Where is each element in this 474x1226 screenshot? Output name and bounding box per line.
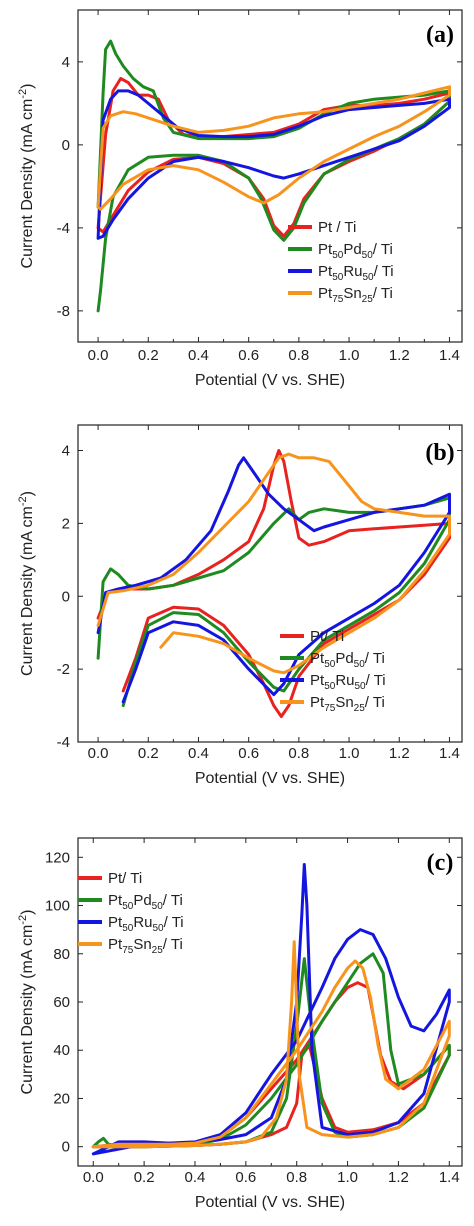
legend-label: Pt50Ru50/ Ti (318, 263, 394, 283)
series-line-4 (96, 452, 451, 675)
x-tick-label: 1.4 (439, 347, 460, 364)
x-tick-label: 0.6 (235, 1169, 256, 1186)
series-line-4 (96, 85, 451, 211)
chart-panel-2: 0.0 0.2 0.4 0.6 0.8 1.0 1.2 1.4 -4 -2 0 2 4 Potential… (17, 424, 463, 787)
y-tick-label: -4 (57, 734, 70, 751)
legend-label: Pt50Ru50/ Ti (310, 672, 386, 692)
legend-label: Pt50Pd50/ Ti (108, 892, 183, 912)
y-tick-label: 4 (62, 54, 70, 71)
y-tick-label: 20 (53, 1090, 70, 1107)
x-tick-label: 0.0 (88, 347, 109, 364)
x-axis-title: Potential (V vs. SHE) (195, 1194, 345, 1211)
y-tick-label: 0 (62, 137, 70, 154)
chart-panel-3: 0.0 0.2 0.4 0.6 0.8 1.0 1.2 1.4 0 20 40 60 80 100 120 P… (17, 837, 463, 1211)
legend-label: Pt50Pd50/ Ti (310, 650, 385, 670)
y-tick-label: -8 (57, 303, 70, 320)
x-tick-label: 1.4 (439, 1169, 460, 1186)
x-tick-label: 1.0 (339, 745, 360, 762)
x-tick-label: 0.0 (83, 1169, 104, 1186)
legend-label: Pt/ Ti (108, 870, 142, 887)
y-tick-label: 0 (62, 588, 70, 605)
x-tick-label: 0.2 (134, 1169, 155, 1186)
y-axis-title: Current Density (mA cm-2) (17, 84, 36, 269)
x-tick-label: 0.6 (238, 745, 259, 762)
x-tick-label: 0.4 (188, 347, 209, 364)
y-tick-label: 40 (53, 1042, 70, 1059)
legend-label: Pt75Sn25/ Ti (108, 936, 183, 956)
x-tick-label: 1.2 (388, 1169, 409, 1186)
y-tick-label: -4 (57, 220, 70, 237)
plot-frame (77, 9, 463, 343)
y-axis-title: Current Density (mA cm-2) (17, 910, 36, 1095)
legend-label: Pt50Ru50/ Ti (108, 914, 184, 934)
y-tick-label: -2 (57, 661, 70, 678)
chart-panel-1: 0.0 0.2 0.4 0.6 0.8 1.0 1.2 1.4 -8 -4 0 4 Potential … (17, 9, 463, 389)
series-line-3 (96, 456, 451, 704)
legend-label: Pt50Pd50/ Ti (318, 241, 393, 261)
panel-label: (a) (426, 22, 454, 48)
y-axis-title: Current Density (mA cm-2) (17, 491, 36, 676)
x-tick-label: 1.4 (439, 745, 460, 762)
plot-frame (77, 424, 463, 743)
panel-label: (b) (425, 440, 454, 466)
x-axis-title: Potential (V vs. SHE) (195, 770, 345, 787)
y-tick-label: 0 (62, 1139, 70, 1156)
x-tick-label: 0.2 (138, 347, 159, 364)
panel-label: (c) (427, 850, 454, 876)
legend-label: Pt / Ti (318, 219, 356, 236)
y-tick-label: 60 (53, 994, 70, 1011)
series-line-4 (91, 940, 451, 1149)
x-tick-label: 0.0 (88, 745, 109, 762)
x-tick-label: 0.2 (138, 745, 159, 762)
legend-label: Pt75Sn25/ Ti (318, 285, 393, 305)
series-line-3 (96, 89, 451, 240)
x-tick-label: 0.4 (188, 745, 209, 762)
x-tick-label: 1.0 (339, 347, 360, 364)
x-axis-title: Potential (V vs. SHE) (195, 372, 345, 389)
x-tick-label: 1.2 (389, 347, 410, 364)
x-tick-label: 0.8 (288, 745, 309, 762)
x-tick-label: 0.4 (185, 1169, 206, 1186)
legend-label: Pt75Sn25/ Ti (310, 694, 385, 714)
legend-label: Pt/ Ti (310, 628, 344, 645)
y-tick-label: 4 (62, 443, 70, 460)
x-tick-label: 1.0 (337, 1169, 358, 1186)
y-tick-label: 2 (62, 515, 70, 532)
y-tick-label: 120 (45, 849, 70, 866)
x-tick-label: 0.8 (286, 1169, 307, 1186)
y-tick-label: 100 (45, 898, 70, 915)
x-tick-label: 1.2 (389, 745, 410, 762)
x-tick-label: 0.6 (238, 347, 259, 364)
y-tick-label: 80 (53, 946, 70, 963)
x-tick-label: 0.8 (288, 347, 309, 364)
series-line-1 (96, 449, 451, 718)
